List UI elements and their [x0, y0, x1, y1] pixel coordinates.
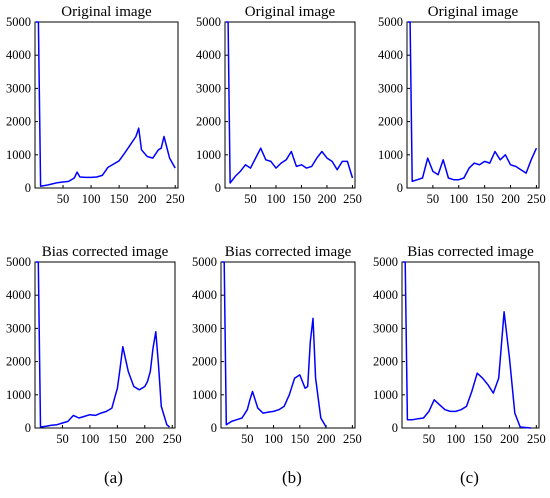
- x-tick-label: 50: [244, 192, 257, 206]
- plot-frame: [34, 21, 179, 189]
- x-tick-label: 200: [135, 432, 154, 446]
- y-tick-label: 4000: [373, 288, 398, 302]
- chart-title: Bias corrected image: [407, 244, 534, 260]
- chart-a-top: Original image 0 1000 2000 3000 4000 5000 50 100…: [6, 4, 185, 206]
- x-tick-label: 100: [82, 192, 101, 206]
- y-tick-label: 3000: [196, 81, 221, 95]
- chart-c-bottom: Bias corrected image 0 1000 2000 3000 4000 500…: [373, 244, 546, 446]
- y-tick-label: 3000: [6, 321, 31, 335]
- x-tick-label: 50: [423, 432, 436, 446]
- x-tick-label: 100: [267, 192, 286, 206]
- y-tick-label: 5000: [373, 255, 398, 269]
- panel-label-c: (c): [460, 468, 479, 487]
- histogram-line: [403, 261, 531, 429]
- plot-frame: [34, 261, 176, 429]
- x-tick-label: 250: [527, 432, 546, 446]
- histogram-line: [408, 21, 538, 183]
- y-tick-label: 0: [215, 181, 221, 195]
- x-tick-label: 100: [81, 432, 100, 446]
- x-tick-label: 150: [110, 192, 129, 206]
- x-tick-label: 100: [446, 432, 465, 446]
- x-tick-label: 250: [163, 432, 182, 446]
- chart-b-bottom: Bias corrected image 0 1000 2000 3000 4000 500…: [192, 244, 362, 446]
- x-tick-label: 150: [108, 432, 127, 446]
- x-tick-label: 200: [318, 192, 337, 206]
- x-tick-label: 100: [449, 192, 468, 206]
- y-tick-label: 1000: [192, 388, 217, 402]
- chart-title: Original image: [428, 4, 519, 20]
- y-tick-label: 5000: [6, 255, 31, 269]
- y-tick-label: 0: [211, 421, 217, 435]
- y-tick-label: 4000: [192, 288, 217, 302]
- y-tick-label: 0: [25, 421, 31, 435]
- x-tick-label: 50: [241, 432, 254, 446]
- x-tick-label: 150: [475, 192, 494, 206]
- y-tick-label: 4000: [196, 48, 221, 62]
- y-tick-label: 1000: [196, 148, 221, 162]
- x-tick-label: 150: [473, 432, 492, 446]
- plot-frame: [406, 21, 540, 189]
- histogram-line: [36, 261, 170, 428]
- x-tick-label: 50: [57, 192, 70, 206]
- panel-label-a: (a): [104, 468, 123, 487]
- x-tick-label: 100: [264, 432, 283, 446]
- x-tick-label: 200: [317, 432, 336, 446]
- histogram-line: [226, 21, 354, 184]
- plot-frame: [224, 21, 356, 189]
- chart-title: Bias corrected image: [42, 244, 169, 260]
- y-tick-label: 2000: [373, 355, 398, 369]
- y-tick-label: 4000: [378, 48, 403, 62]
- y-tick-label: 5000: [6, 15, 31, 29]
- y-tick-label: 5000: [196, 15, 221, 29]
- y-tick-label: 1000: [6, 148, 31, 162]
- y-tick-label: 2000: [196, 115, 221, 129]
- y-tick-label: 5000: [378, 15, 403, 29]
- x-tick-label: 200: [501, 192, 520, 206]
- y-tick-label: 2000: [378, 115, 403, 129]
- y-tick-label: 2000: [6, 115, 31, 129]
- x-tick-label: 50: [427, 192, 440, 206]
- x-tick-label: 250: [166, 192, 185, 206]
- panel-label-b: (b): [282, 468, 302, 487]
- y-tick-label: 1000: [378, 148, 403, 162]
- x-tick-label: 250: [527, 192, 546, 206]
- y-tick-label: 3000: [378, 81, 403, 95]
- y-tick-label: 5000: [192, 255, 217, 269]
- y-tick-label: 1000: [6, 388, 31, 402]
- y-tick-label: 3000: [373, 321, 398, 335]
- x-tick-label: 150: [292, 192, 311, 206]
- histogram-line: [222, 261, 327, 428]
- chart-c-top: Original image 0 1000 2000 3000 4000 5000 50 100…: [378, 4, 546, 206]
- x-tick-label: 250: [343, 432, 362, 446]
- y-tick-label: 1000: [373, 388, 398, 402]
- chart-title: Original image: [61, 4, 152, 20]
- y-tick-label: 4000: [6, 48, 31, 62]
- y-tick-label: 0: [397, 181, 403, 195]
- y-tick-label: 3000: [6, 81, 31, 95]
- x-tick-label: 250: [343, 192, 362, 206]
- plot-frame: [401, 261, 540, 429]
- x-tick-label: 200: [500, 432, 519, 446]
- histogram-line: [36, 21, 176, 188]
- x-tick-label: 50: [56, 432, 69, 446]
- chart-title: Original image: [245, 4, 336, 20]
- y-tick-label: 2000: [6, 355, 31, 369]
- chart-b-top: Original image 0 1000 2000 3000 4000 5000 50 100…: [196, 4, 362, 206]
- x-tick-label: 150: [290, 432, 309, 446]
- plot-frame: [220, 261, 356, 429]
- y-tick-label: 4000: [6, 288, 31, 302]
- y-tick-label: 0: [25, 181, 31, 195]
- x-tick-label: 200: [138, 192, 157, 206]
- y-tick-label: 3000: [192, 321, 217, 335]
- y-tick-label: 0: [392, 421, 398, 435]
- chart-a-bottom: Bias corrected image 0 1000 2000 3000 4000 500…: [6, 244, 182, 446]
- chart-title: Bias corrected image: [225, 244, 352, 260]
- y-tick-label: 2000: [192, 355, 217, 369]
